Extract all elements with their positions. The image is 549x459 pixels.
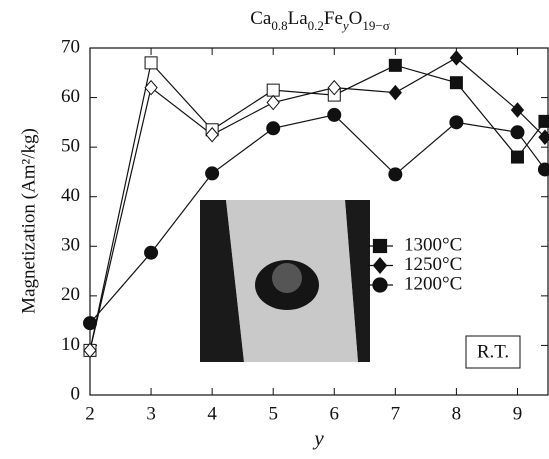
marker: [388, 167, 403, 182]
legend-label: 1300°C: [404, 234, 462, 255]
x-tick-label: 7: [391, 403, 401, 424]
x-tick-label: 6: [330, 403, 340, 424]
marker: [449, 115, 464, 130]
y-tick-label: 70: [61, 36, 80, 57]
title-text: La: [288, 8, 309, 29]
y-tick-label: 40: [61, 185, 80, 206]
y-tick-label: 0: [71, 383, 81, 404]
title-subscript: y: [341, 18, 349, 33]
x-tick-label: 3: [146, 403, 156, 424]
marker: [83, 342, 97, 359]
legend-marker: [372, 238, 388, 254]
marker: [510, 102, 525, 118]
marker: [449, 76, 463, 90]
marker: [510, 150, 524, 164]
marker: [205, 166, 220, 181]
legend-label: 1250°C: [404, 254, 462, 275]
x-axis-label: y: [312, 426, 324, 450]
marker: [144, 56, 158, 70]
marker: [205, 126, 219, 143]
legend-marker: [372, 257, 388, 274]
x-tick-label: 9: [513, 403, 523, 424]
marker: [537, 162, 549, 177]
marker: [388, 84, 402, 101]
annotation-box: [465, 335, 521, 369]
marker: [538, 114, 549, 128]
chart-title: Ca0.8La0.2FeyO19−σ: [250, 8, 390, 33]
title-subscript: 0.2: [308, 18, 324, 33]
legend-label: 1200°C: [404, 273, 462, 294]
title-subscript: 19−σ: [362, 18, 389, 33]
marker: [510, 125, 525, 140]
marker: [144, 245, 159, 260]
title-subscript: 0.8: [271, 18, 287, 33]
y-tick-label: 10: [61, 334, 80, 355]
x-tick-label: 4: [207, 403, 217, 424]
x-tick-label: 5: [268, 403, 278, 424]
marker: [266, 94, 280, 111]
title-text: Fe: [324, 8, 343, 29]
x-tick-label: 2: [85, 403, 95, 424]
marker: [327, 79, 341, 96]
y-axis-label: Magnetization (Am²/kg): [18, 128, 39, 314]
y-tick-label: 30: [61, 235, 80, 256]
title-text: O: [349, 8, 363, 29]
y-tick-label: 20: [61, 284, 80, 305]
title-text: Ca: [250, 8, 272, 29]
x-tick-label: 8: [452, 403, 462, 424]
marker: [449, 50, 464, 66]
marker: [327, 107, 342, 122]
y-tick-label: 60: [61, 86, 80, 107]
marker: [266, 121, 281, 136]
legend-marker: [372, 277, 388, 293]
plot-frame: [89, 47, 549, 396]
marker: [388, 58, 402, 72]
annotation: R.T.: [477, 341, 509, 362]
marker: [266, 83, 280, 97]
marker: [83, 316, 97, 331]
inset-photo: [200, 200, 370, 362]
marker: [144, 79, 158, 96]
y-tick-label: 50: [61, 136, 80, 157]
